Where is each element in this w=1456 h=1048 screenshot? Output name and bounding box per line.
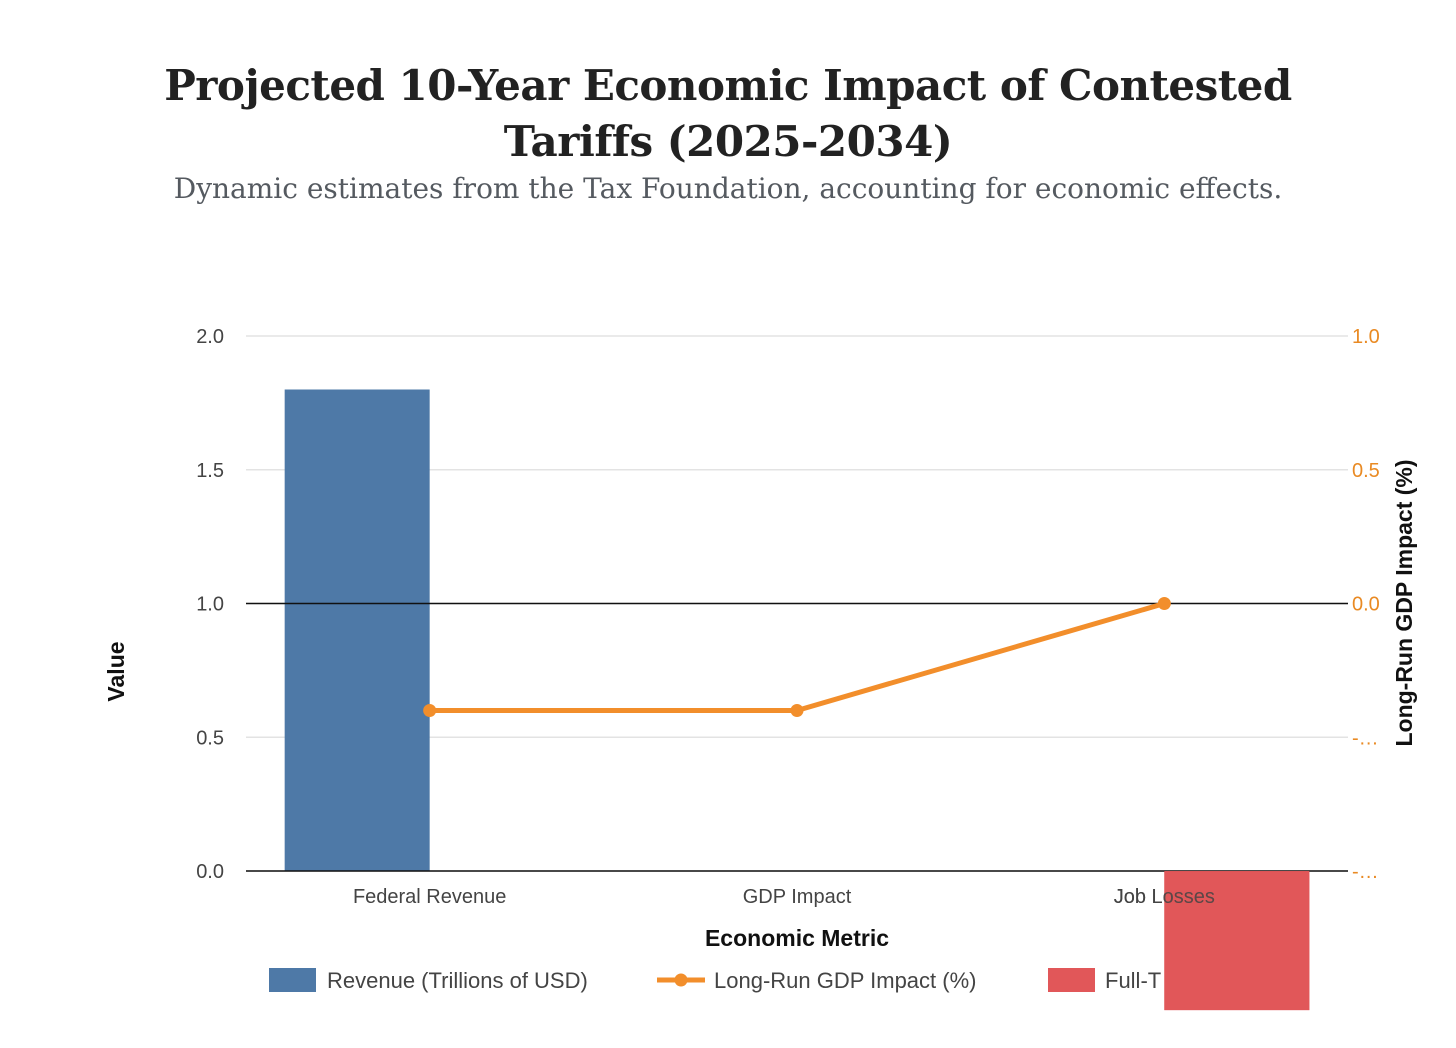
- x-tick-label: GDP Impact: [743, 886, 852, 908]
- y-tick-label: 0.5: [196, 727, 224, 749]
- legend-swatch-jobs: [1048, 968, 1095, 992]
- legend-label-jobs: Full-T: [1105, 968, 1161, 993]
- y-tick-label: 1.5: [196, 460, 224, 482]
- legend-label-gdp: Long-Run GDP Impact (%): [714, 968, 976, 993]
- gdp-impact-point: [790, 704, 804, 717]
- y-tick-label: 1.0: [196, 594, 224, 616]
- legend-swatch-revenue: [269, 968, 316, 992]
- y2-tick-label: 0.5: [1352, 460, 1380, 482]
- bar-job-losses-overlay: [1164, 871, 1310, 1011]
- y2-tick-label: 0.0: [1352, 594, 1380, 616]
- x-axis-title: Economic Metric: [705, 925, 889, 951]
- chart-title: Projected 10-Year Economic Impact of Con…: [164, 61, 1292, 166]
- legend-label-revenue: Revenue (Trillions of USD): [327, 968, 588, 993]
- title-block: Projected 10-Year Economic Impact of Con…: [0, 58, 1456, 205]
- y2-tick-label: 1.0: [1352, 326, 1380, 348]
- gdp-impact-point: [423, 704, 437, 717]
- y-tick-label: 0.0: [196, 861, 224, 883]
- y-axis-title: Value: [103, 641, 129, 701]
- x-tick-label-overlay: Job Losses: [1114, 886, 1215, 908]
- gdp-impact-point: [1157, 597, 1171, 610]
- y2-axis-title: Long-Run GDP Impact (%): [1391, 459, 1417, 746]
- y2-tick-label: -…: [1352, 727, 1379, 749]
- y-tick-label: 2.0: [196, 326, 224, 348]
- y2-tick-label: -…: [1352, 861, 1379, 883]
- x-tick-label: Federal Revenue: [353, 886, 506, 908]
- bar-federal-revenue: [284, 389, 430, 871]
- chart-subtitle: Dynamic estimates from the Tax Foundatio…: [173, 172, 1283, 205]
- gdp-impact-line: [429, 601, 1166, 713]
- legend-marker-gdp: [674, 973, 688, 987]
